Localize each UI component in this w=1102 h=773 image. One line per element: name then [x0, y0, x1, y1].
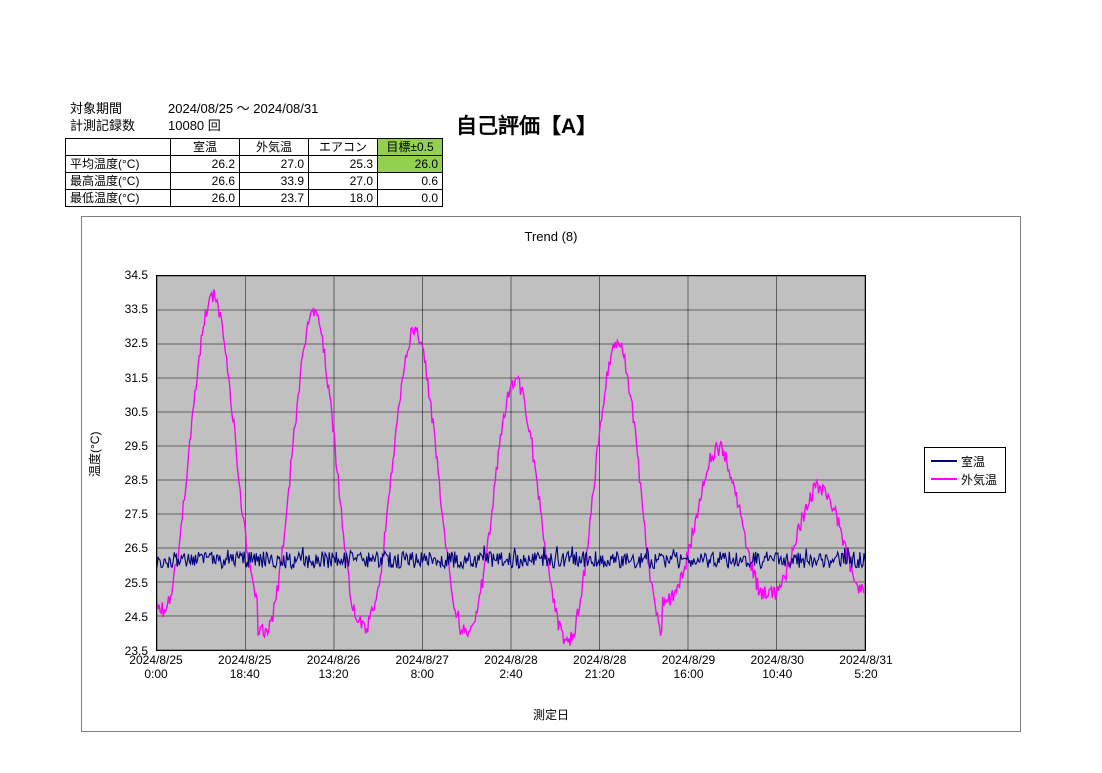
records-label: 計測記録数	[70, 117, 160, 134]
x-tick-label: 2024/8/2821:20	[560, 653, 640, 681]
x-tick-label: 2024/8/282:40	[471, 653, 551, 681]
legend-label: 外気温	[961, 471, 997, 488]
table-col-header: 室温	[171, 139, 240, 156]
series-outdoor	[157, 289, 864, 645]
legend-item: 外気温	[931, 470, 997, 488]
y-axis-label: 温度(°C)	[86, 432, 103, 477]
table-col-header: 目標±0.5	[378, 139, 443, 156]
y-tick-label: 32.5	[112, 336, 148, 350]
period-value: 2024/08/25 ～ 2024/08/31	[168, 100, 318, 117]
plot-area	[156, 275, 866, 651]
x-tick-label: 2024/8/2613:20	[294, 653, 374, 681]
legend: 室温外気温	[924, 447, 1006, 493]
summary-table: 室温外気温エアコン目標±0.5 平均温度(°C)26.227.025.326.0…	[65, 138, 443, 207]
y-tick-label: 24.5	[112, 610, 148, 624]
y-ticks: 23.524.525.526.527.528.529.530.531.532.5…	[116, 275, 152, 651]
table-row: 最高温度(°C)26.633.927.00.6	[66, 173, 443, 190]
legend-swatch	[931, 460, 957, 462]
period-label: 対象期間	[70, 100, 160, 117]
y-tick-label: 27.5	[112, 507, 148, 521]
x-axis-label: 測定日	[82, 706, 1020, 723]
y-tick-label: 26.5	[112, 541, 148, 555]
y-tick-label: 33.5	[112, 302, 148, 316]
y-tick-label: 31.5	[112, 371, 148, 385]
table-row: 平均温度(°C)26.227.025.326.0	[66, 156, 443, 173]
x-tick-label: 2024/8/278:00	[382, 653, 462, 681]
table-row: 最低温度(°C)26.023.718.00.0	[66, 190, 443, 207]
legend-item: 室温	[931, 452, 997, 470]
y-tick-label: 25.5	[112, 576, 148, 590]
table-header-row: 室温外気温エアコン目標±0.5	[66, 139, 443, 156]
header-block: 対象期間 2024/08/25 ～ 2024/08/31 計測記録数 10080…	[70, 100, 318, 134]
y-tick-label: 29.5	[112, 439, 148, 453]
records-value: 10080 回	[168, 117, 221, 134]
x-tick-label: 2024/8/315:20	[826, 653, 906, 681]
chart-frame: Trend (8) 温度(°C) 23.524.525.526.527.528.…	[81, 216, 1021, 732]
self-evaluation: 自己評価【A】	[456, 110, 597, 140]
y-tick-label: 30.5	[112, 405, 148, 419]
y-tick-label: 28.5	[112, 473, 148, 487]
legend-swatch	[931, 478, 957, 480]
table-col-header	[66, 139, 171, 156]
legend-label: 室温	[961, 453, 985, 470]
table-col-header: エアコン	[309, 139, 378, 156]
chart-title: Trend (8)	[82, 229, 1020, 244]
x-tick-label: 2024/8/3010:40	[737, 653, 817, 681]
x-tick-label: 2024/8/2518:40	[205, 653, 285, 681]
x-tick-label: 2024/8/2916:00	[649, 653, 729, 681]
x-tick-label: 2024/8/250:00	[116, 653, 196, 681]
y-tick-label: 34.5	[112, 268, 148, 282]
table-col-header: 外気温	[240, 139, 309, 156]
